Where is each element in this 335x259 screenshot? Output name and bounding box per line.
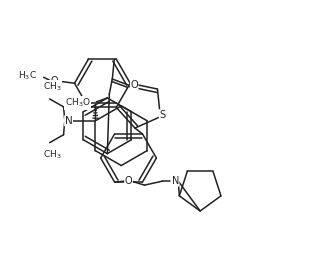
Text: N: N — [65, 116, 72, 126]
Text: S: S — [159, 110, 165, 120]
Text: CH$_3$: CH$_3$ — [43, 149, 62, 161]
Text: CH$_3$: CH$_3$ — [43, 81, 62, 93]
Text: O: O — [130, 80, 138, 90]
Text: H$_3$C: H$_3$C — [18, 69, 37, 82]
Text: N: N — [172, 176, 179, 186]
Text: CH$_3$O: CH$_3$O — [65, 97, 90, 109]
Text: O: O — [125, 176, 132, 186]
Text: O: O — [51, 76, 58, 86]
